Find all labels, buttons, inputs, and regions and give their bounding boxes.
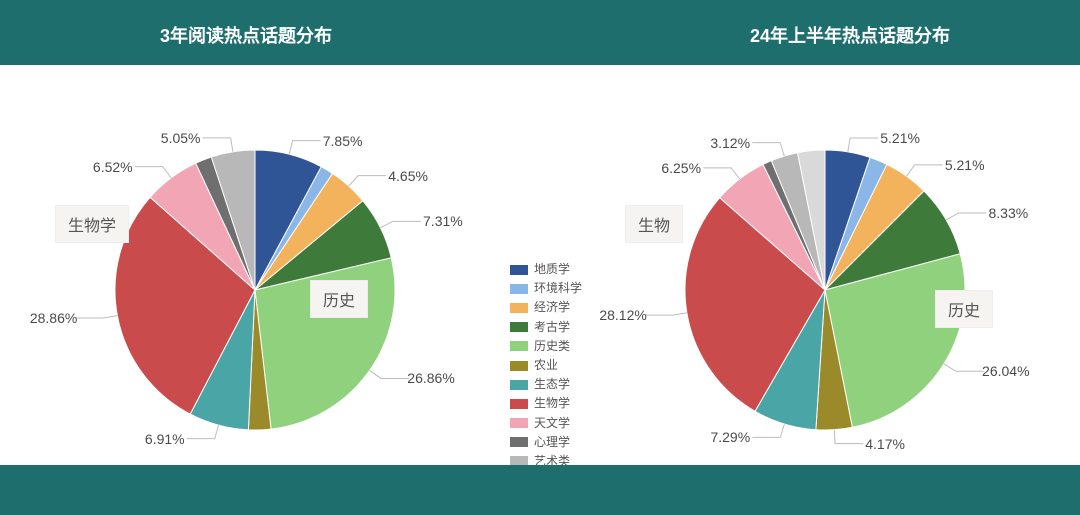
- slice-label-art: 3.12%: [710, 135, 750, 151]
- legend-item-archaeology: 考古学: [510, 318, 582, 337]
- title-left: 3年阅读热点话题分布: [160, 22, 332, 48]
- legend-label: 生态学: [534, 375, 570, 394]
- legend-label: 天文学: [534, 414, 570, 433]
- legend-label: 地质学: [534, 260, 570, 279]
- legend-label: 历史类: [534, 337, 570, 356]
- legend-item-astronomy: 天文学: [510, 414, 582, 433]
- slice-label-geology: 5.21%: [880, 130, 920, 146]
- legend-label: 生物学: [534, 394, 570, 413]
- slice-label-biology: 28.12%: [599, 307, 646, 323]
- slice-label-history: 26.04%: [982, 363, 1029, 379]
- slice-label-biology: 28.86%: [30, 310, 77, 326]
- legend-label: 考古学: [534, 318, 570, 337]
- slice-label-ecology: 6.91%: [145, 431, 185, 447]
- slice-label-geology: 7.85%: [323, 133, 363, 149]
- legend-swatch: [510, 437, 528, 447]
- legend-item-psychology: 心理学: [510, 433, 582, 452]
- legend-item-biology: 生物学: [510, 394, 582, 413]
- pie-chart-left: 7.85%4.65%7.31%26.86%6.91%28.86%6.52%5.0…: [115, 150, 395, 430]
- header-bar: 3年阅读热点话题分布 24年上半年热点话题分布: [0, 0, 1080, 65]
- slice-label-art: 5.05%: [161, 130, 201, 146]
- legend-item-geology: 地质学: [510, 260, 582, 279]
- legend-swatch: [510, 341, 528, 351]
- legend: 地质学环境科学经济学考古学历史类农业生态学生物学天文学心理学艺术类: [510, 260, 582, 471]
- legend-swatch: [510, 303, 528, 313]
- slice-label-history: 26.86%: [407, 370, 454, 386]
- legend-label: 环境科学: [534, 279, 582, 298]
- legend-swatch: [510, 380, 528, 390]
- slice-label-agriculture: 4.17%: [865, 436, 905, 452]
- chart-area: 7.85%4.65%7.31%26.86%6.91%28.86%6.52%5.0…: [0, 65, 1080, 465]
- legend-label: 经济学: [534, 298, 570, 317]
- footer-bar: [0, 465, 1080, 515]
- legend-item-ecology: 生态学: [510, 375, 582, 394]
- legend-swatch: [510, 322, 528, 332]
- legend-swatch: [510, 265, 528, 275]
- slice-label-archaeology: 8.33%: [989, 205, 1029, 221]
- legend-swatch: [510, 284, 528, 294]
- callout-0: 生物: [625, 205, 683, 243]
- legend-swatch: [510, 418, 528, 428]
- legend-swatch: [510, 361, 528, 371]
- legend-item-economics: 经济学: [510, 298, 582, 317]
- legend-item-agriculture: 农业: [510, 356, 582, 375]
- pie-chart-right: 5.21%5.21%8.33%26.04%4.17%7.29%28.12%6.2…: [685, 150, 965, 430]
- legend-item-history: 历史类: [510, 337, 582, 356]
- page-root: 3年阅读热点话题分布 24年上半年热点话题分布 7.85%4.65%7.31%2…: [0, 0, 1080, 515]
- slice-label-archaeology: 7.31%: [423, 213, 463, 229]
- legend-swatch: [510, 399, 528, 409]
- legend-item-env_sci: 环境科学: [510, 279, 582, 298]
- title-right: 24年上半年热点话题分布: [750, 22, 950, 48]
- legend-label: 心理学: [534, 433, 570, 452]
- slice-label-ecology: 7.29%: [710, 429, 750, 445]
- legend-label: 农业: [534, 356, 558, 375]
